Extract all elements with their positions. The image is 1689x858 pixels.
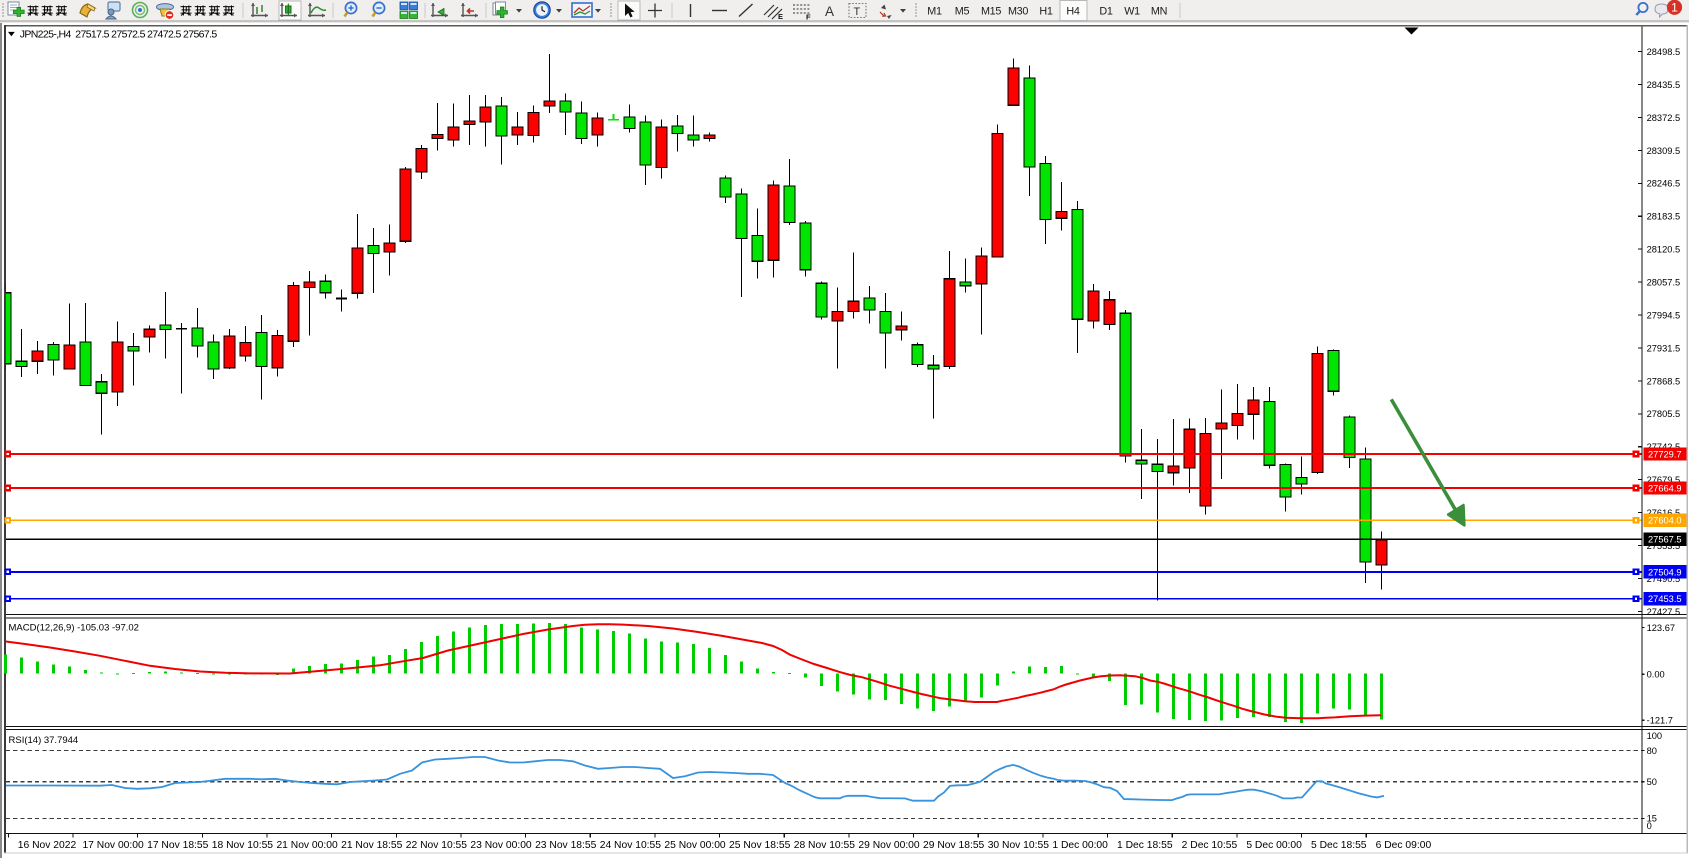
svg-text:27616.5: 27616.5 <box>1647 508 1681 518</box>
svg-text:28 Nov 10:55: 28 Nov 10:55 <box>794 840 856 851</box>
svg-text:24 Nov 10:55: 24 Nov 10:55 <box>600 840 662 851</box>
svg-text:27504.9: 27504.9 <box>1648 567 1682 577</box>
svg-text:18 Nov 10:55: 18 Nov 10:55 <box>212 840 274 851</box>
svg-text:27931.5: 27931.5 <box>1647 343 1681 353</box>
svg-text:JPN225-,H4 27517.5 27572.5 27: JPN225-,H4 27517.5 27572.5 27472.5 27567… <box>20 28 218 40</box>
svg-text:1: 1 <box>1671 1 1678 15</box>
svg-text:H4: H4 <box>1066 6 1079 18</box>
svg-text:28246.5: 28246.5 <box>1647 179 1681 189</box>
svg-text:2 Dec 10:55: 2 Dec 10:55 <box>1182 840 1238 851</box>
svg-text:W1: W1 <box>1124 6 1140 18</box>
svg-text:27553.5: 27553.5 <box>1647 541 1681 551</box>
svg-text:6 Dec 09:00: 6 Dec 09:00 <box>1376 840 1432 851</box>
svg-text:D1: D1 <box>1099 6 1112 18</box>
svg-text:21 Nov 18:55: 21 Nov 18:55 <box>341 840 403 851</box>
svg-text:27868.5: 27868.5 <box>1647 376 1681 386</box>
svg-text:15: 15 <box>1647 814 1657 824</box>
svg-text:17 Nov 18:55: 17 Nov 18:55 <box>147 840 209 851</box>
svg-text:27567.5: 27567.5 <box>1648 535 1682 545</box>
svg-text:28120.5: 28120.5 <box>1647 245 1681 255</box>
svg-text:22 Nov 10:55: 22 Nov 10:55 <box>406 840 468 851</box>
svg-text:T: T <box>854 6 861 18</box>
svg-text:MACD(12,26,9) -105.03 -97.02: MACD(12,26,9) -105.03 -97.02 <box>9 623 139 634</box>
svg-text:-121.7: -121.7 <box>1647 716 1673 726</box>
svg-text:28183.5: 28183.5 <box>1647 212 1681 222</box>
svg-text:80: 80 <box>1647 746 1657 756</box>
svg-text:M1: M1 <box>927 6 942 18</box>
svg-text:0.00: 0.00 <box>1647 670 1665 680</box>
svg-text:M15: M15 <box>981 6 1001 18</box>
svg-text:M5: M5 <box>955 6 970 18</box>
svg-text:28498.5: 28498.5 <box>1647 47 1681 57</box>
svg-text:MN: MN <box>1151 6 1167 18</box>
svg-text:27679.5: 27679.5 <box>1647 475 1681 485</box>
svg-text:27604.0: 27604.0 <box>1648 516 1682 526</box>
svg-text:27805.5: 27805.5 <box>1647 409 1681 419</box>
svg-text:28435.5: 28435.5 <box>1647 80 1681 90</box>
svg-text:0: 0 <box>1647 821 1652 831</box>
svg-text:27994.5: 27994.5 <box>1647 310 1681 320</box>
svg-text:E: E <box>778 12 783 21</box>
svg-text:28309.5: 28309.5 <box>1647 146 1681 156</box>
svg-text:28372.5: 28372.5 <box>1647 113 1681 123</box>
svg-text:23 Nov 18:55: 23 Nov 18:55 <box>535 840 597 851</box>
svg-text:27490.5: 27490.5 <box>1647 574 1681 584</box>
svg-text:30 Nov 10:55: 30 Nov 10:55 <box>988 840 1050 851</box>
svg-text:29 Nov 18:55: 29 Nov 18:55 <box>923 840 985 851</box>
svg-text:H1: H1 <box>1039 6 1052 18</box>
svg-text:16 Nov 2022: 16 Nov 2022 <box>18 840 77 851</box>
svg-text:27453.5: 27453.5 <box>1648 594 1682 604</box>
svg-text:RSI(14) 37.7944: RSI(14) 37.7944 <box>9 735 79 746</box>
svg-text:21 Nov 00:00: 21 Nov 00:00 <box>276 840 338 851</box>
svg-text:5 Dec 00:00: 5 Dec 00:00 <box>1246 840 1302 851</box>
svg-text:5 Dec 18:55: 5 Dec 18:55 <box>1311 840 1367 851</box>
svg-text:27427.5: 27427.5 <box>1647 607 1681 617</box>
svg-text:27742.5: 27742.5 <box>1647 442 1681 452</box>
svg-text:25 Nov 00:00: 25 Nov 00:00 <box>664 840 726 851</box>
svg-text:23 Nov 00:00: 23 Nov 00:00 <box>470 840 532 851</box>
svg-text:28057.5: 28057.5 <box>1647 278 1681 288</box>
svg-text:A: A <box>825 4 834 19</box>
svg-text:1 Dec 18:55: 1 Dec 18:55 <box>1117 840 1173 851</box>
svg-text:29 Nov 00:00: 29 Nov 00:00 <box>858 840 920 851</box>
svg-text:25 Nov 18:55: 25 Nov 18:55 <box>729 840 791 851</box>
svg-text:123.67: 123.67 <box>1647 623 1675 633</box>
svg-text:1 Dec 00:00: 1 Dec 00:00 <box>1052 840 1108 851</box>
svg-text:100: 100 <box>1647 731 1663 741</box>
svg-text:27729.7: 27729.7 <box>1648 450 1682 460</box>
svg-text:17 Nov 00:00: 17 Nov 00:00 <box>82 840 144 851</box>
svg-text:M30: M30 <box>1008 6 1028 18</box>
svg-text:27664.9: 27664.9 <box>1648 484 1682 494</box>
svg-text:50: 50 <box>1647 777 1657 787</box>
svg-text:F: F <box>806 13 811 22</box>
